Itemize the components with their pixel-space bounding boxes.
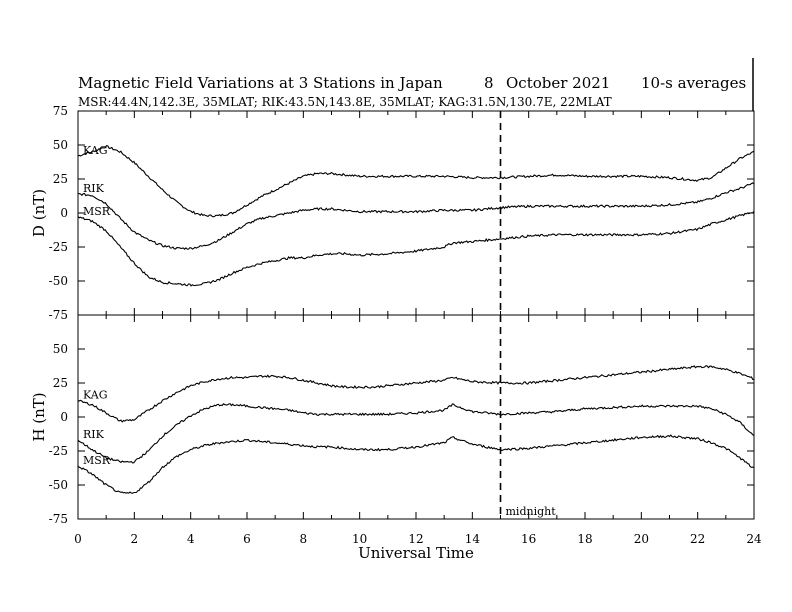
- d-axis-label: D (nT): [30, 189, 48, 237]
- xtick-label: 18: [577, 532, 592, 546]
- d-ytick-label: -75: [49, 308, 68, 322]
- d-panel-frame: [77, 110, 755, 316]
- h-series-msr-label: MSR: [83, 454, 111, 467]
- xtick-label: 6: [243, 532, 251, 546]
- chart-date-day: 8: [484, 74, 494, 92]
- h-axis-label: H (nT): [30, 392, 48, 441]
- x-axis-ticks: 0 2 4 6 8 10 12 14 16 18 20 22 24: [74, 532, 762, 546]
- d-ytick-label: -50: [49, 274, 68, 288]
- h-series-kag-line: [77, 365, 755, 423]
- xtick-label: 16: [521, 532, 536, 546]
- h-series-rik-line: [77, 403, 755, 464]
- h-ytick-label: -50: [49, 478, 68, 492]
- midnight-label: midnight: [506, 505, 557, 518]
- h-series-kag-label: KAG: [83, 389, 108, 402]
- xtick-label: 22: [690, 532, 705, 546]
- xtick-label: 24: [746, 532, 762, 546]
- d-ytick-label: -25: [49, 240, 68, 254]
- d-ytick-label: 50: [53, 138, 68, 152]
- d-ytick-label: 75: [53, 104, 68, 118]
- d-series-kag-line: [77, 144, 755, 218]
- chart-averaging: 10-s averages: [641, 74, 746, 92]
- xtick-label: 20: [634, 532, 649, 546]
- h-ytick-label: 0: [60, 410, 68, 424]
- xtick-label: 12: [408, 532, 423, 546]
- h-ytick-label: 25: [53, 376, 68, 390]
- d-panel-series: KAG RIK MSR: [77, 144, 755, 287]
- xtick-label: 0: [74, 532, 82, 546]
- d-series-msr-line: [77, 210, 755, 287]
- x-axis-label: Universal Time: [358, 544, 474, 562]
- xtick-label: 2: [131, 532, 139, 546]
- h-panel-series: KAG RIK MSR: [77, 365, 755, 494]
- h-series-rik-label: RIK: [83, 428, 105, 441]
- stations-info: MSR:44.4N,142.3E, 35MLAT; RIK:43.5N,143.…: [78, 95, 612, 109]
- h-ytick-label: -75: [49, 512, 68, 526]
- h-series-msr-line: [77, 434, 755, 494]
- xtick-label: 8: [300, 532, 308, 546]
- h-ytick-label: 50: [53, 342, 68, 356]
- h-ytick-label: -25: [49, 444, 68, 458]
- d-series-kag-label: KAG: [83, 144, 108, 157]
- h-panel-frame: [77, 314, 755, 520]
- d-ytick-label: 0: [60, 206, 68, 220]
- d-series-rik-line: [77, 182, 755, 250]
- xtick-label: 14: [465, 532, 481, 546]
- d-series-msr-label: MSR: [83, 205, 111, 218]
- d-panel-ticks: -75 -50 -25 0 25 50 75: [49, 104, 755, 322]
- d-series-rik-label: RIK: [83, 182, 105, 195]
- d-ytick-label: 25: [53, 172, 68, 186]
- xtick-label: 10: [352, 532, 367, 546]
- chart-date: October 2021: [506, 74, 610, 92]
- chart-title: Magnetic Field Variations at 3 Stations …: [78, 74, 443, 92]
- xtick-label: 4: [187, 532, 195, 546]
- h-panel-ticks: -75 -50 -25 0 25 50: [49, 315, 755, 526]
